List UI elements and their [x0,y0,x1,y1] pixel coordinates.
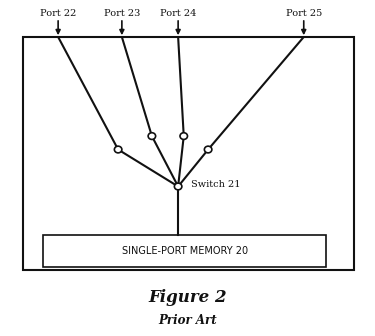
Text: Port 25: Port 25 [286,9,322,18]
Text: Prior Art: Prior Art [158,314,217,327]
Circle shape [204,146,212,153]
Bar [22,37,354,270]
Circle shape [148,133,156,139]
Text: Figure 2: Figure 2 [148,289,227,306]
Bar [43,235,326,267]
Text: Port 23: Port 23 [104,9,140,18]
Text: Port 24: Port 24 [160,9,196,18]
Text: Switch 21: Switch 21 [191,180,241,189]
Circle shape [114,146,122,153]
Text: Port 22: Port 22 [40,9,76,18]
Text: SINGLE-PORT MEMORY 20: SINGLE-PORT MEMORY 20 [122,246,248,256]
Circle shape [180,133,188,139]
Circle shape [174,183,182,190]
